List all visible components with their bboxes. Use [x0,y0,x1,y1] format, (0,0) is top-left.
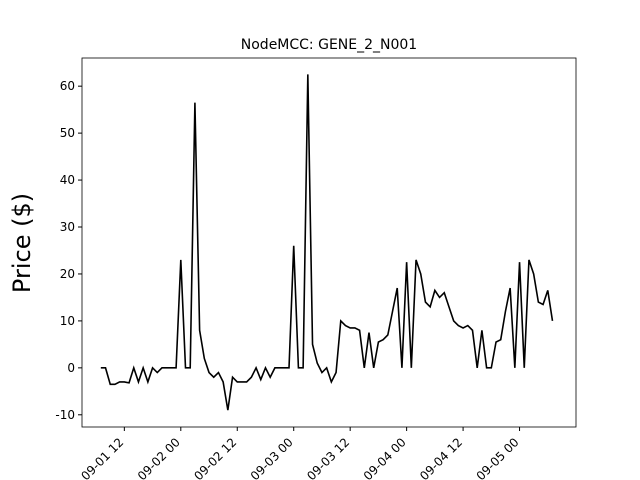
x-tick-label: 09-03 00 [248,435,296,480]
x-tick-label: 09-01 12 [78,435,126,480]
x-tick-label: 09-05 00 [474,435,522,480]
y-tick-label: 30 [60,220,75,234]
x-tick-label: 09-02 00 [135,435,183,480]
y-tick-label: 50 [60,126,75,140]
y-tick-label: 10 [60,314,75,328]
x-tick-label: 09-04 00 [361,435,409,480]
y-tick-label: 0 [67,361,75,375]
y-tick-label: 40 [60,173,75,187]
y-axis-label: Price ($) [8,193,36,293]
chart-title: NodeMCC: GENE_2_N001 [241,37,417,53]
plot-frame [81,57,577,428]
x-tick-label: 09-04 12 [417,435,465,480]
x-tick-label: 09-03 12 [304,435,352,480]
data-line [100,74,554,411]
y-tick-label: 20 [60,267,75,281]
y-tick-label: -10 [55,408,75,422]
x-tick-label: 09-02 12 [191,435,239,480]
y-tick-label: 60 [60,79,75,93]
